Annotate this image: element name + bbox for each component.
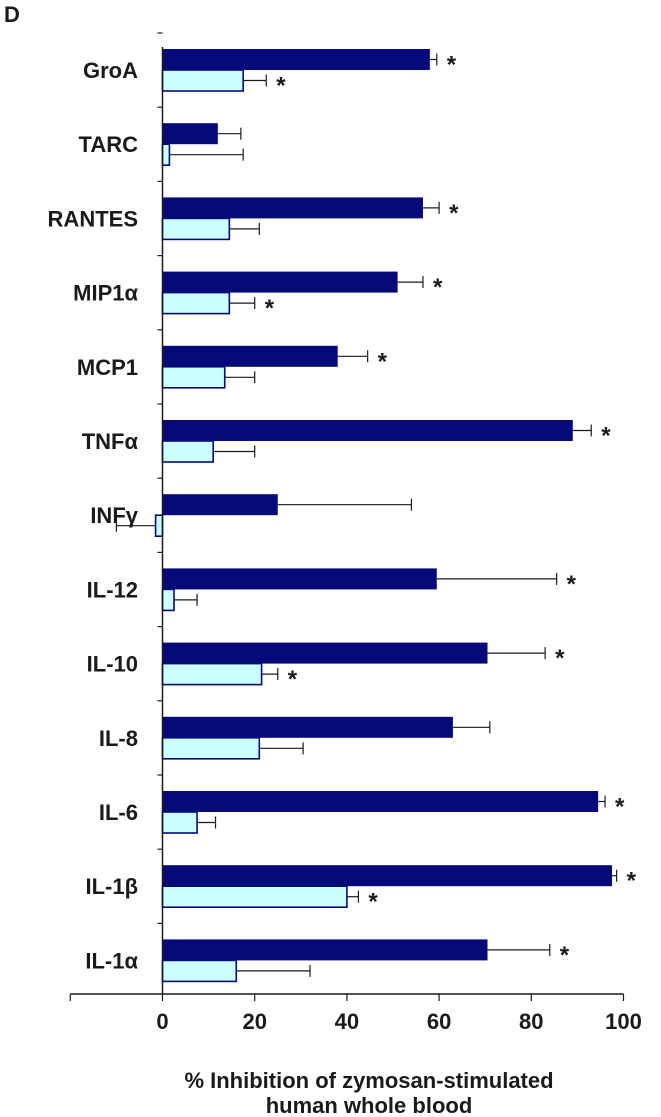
significance-marker: *: [433, 274, 443, 301]
category-label-groa: GroA: [83, 58, 138, 83]
bar-dark-il-8: [162, 716, 453, 738]
significance-marker: *: [447, 52, 457, 79]
category-label-tnf-: TNFα: [82, 429, 139, 454]
bar-light-il-1-: [161, 959, 238, 983]
category-label-mip1-: MIP1α: [73, 281, 138, 306]
category-label-il-6: IL-6: [99, 800, 138, 825]
bar-light-groa: [161, 69, 244, 92]
bar-dark-il-1-: [162, 939, 488, 961]
bar-dark-mcp1: [162, 345, 338, 367]
x-tick-label: 80: [519, 1009, 543, 1034]
bar-light-il-6: [161, 811, 198, 834]
category-label-inf-: INFγ: [90, 503, 138, 528]
bar-light-il-12: [161, 588, 175, 612]
category-label-il-1-: IL-1β: [85, 874, 138, 899]
significance-marker: *: [288, 666, 298, 693]
bar-light-tarc: [161, 143, 171, 166]
x-tick-label: 40: [335, 1009, 359, 1034]
significance-marker: *: [265, 295, 275, 322]
category-label-mcp1: MCP1: [77, 355, 138, 380]
category-label-rantes: RANTES: [48, 206, 138, 231]
bar-light-mip1-: [161, 291, 231, 315]
significance-marker: *: [555, 645, 565, 672]
bar-light-il-10: [161, 662, 263, 686]
significance-marker: *: [601, 423, 611, 450]
significance-marker: *: [449, 200, 459, 227]
significance-marker: *: [276, 73, 286, 100]
category-label-il-12: IL-12: [87, 577, 138, 602]
x-tick-label: 60: [427, 1009, 451, 1034]
bars-layer: * * * * * * * * * * * * * *: [115, 49, 637, 983]
bar-light-rantes: [161, 217, 231, 241]
bar-dark-il-12: [162, 568, 437, 590]
bar-dark-groa: [162, 49, 430, 70]
x-tick-label: 20: [242, 1009, 266, 1034]
significance-marker: *: [368, 889, 378, 916]
bar-dark-mip1-: [162, 271, 398, 293]
bar-light-il-1-: [161, 885, 348, 909]
bar-light-il-8: [161, 736, 261, 760]
bar-dark-il-1-: [162, 865, 612, 887]
bar-dark-il-6: [162, 791, 599, 812]
category-label-il-10: IL-10: [87, 652, 138, 677]
x-axis-label-line-2: human whole blood: [266, 1093, 473, 1117]
category-label-tarc: TARC: [79, 132, 139, 157]
bar-light-mcp1: [161, 365, 226, 389]
bar-dark-tnf-: [162, 420, 573, 441]
bar-dark-inf-: [162, 494, 278, 516]
x-axis: 0 20 40 60 80 100: [69, 993, 642, 1034]
significance-marker: *: [378, 348, 388, 375]
x-axis-label-line-1: % Inhibition of zymosan-stimulated: [184, 1068, 553, 1093]
significance-marker: *: [560, 942, 570, 969]
bar-light-tnf-: [161, 440, 215, 463]
panel-label: D: [4, 2, 20, 27]
bar-light-inf-: [154, 514, 164, 538]
significance-marker: *: [567, 571, 577, 598]
y-axis: GroA TARC RANTES MIP1α MCP1 TNFα INFγ IL-12 IL-1…: [48, 32, 164, 994]
category-label-il-8: IL-8: [99, 726, 138, 751]
category-label-il-1-: IL-1α: [85, 948, 138, 973]
x-tick-label: 0: [156, 1009, 168, 1034]
x-tick-label: 100: [605, 1009, 642, 1034]
significance-marker: *: [627, 868, 637, 895]
bar-dark-tarc: [162, 123, 218, 145]
bar-dark-il-10: [162, 642, 488, 664]
significance-marker: *: [615, 794, 625, 821]
bar-dark-rantes: [162, 197, 423, 219]
